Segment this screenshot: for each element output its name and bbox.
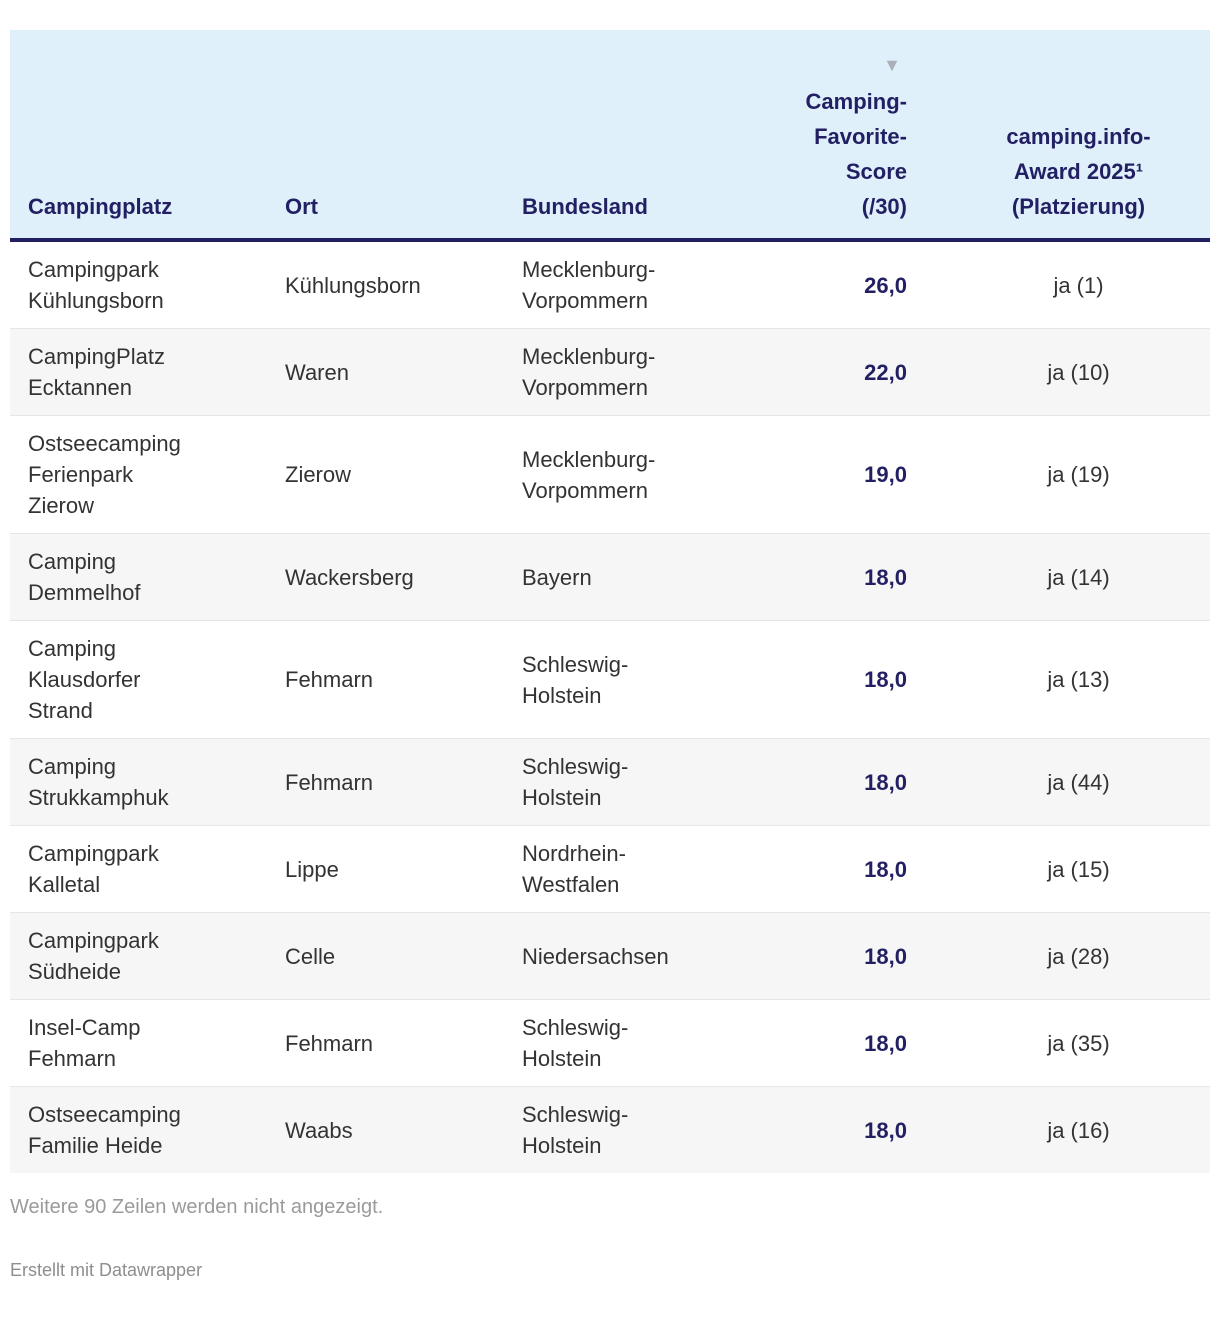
cell-campingplatz: Ostseecamping Ferienpark Zierow xyxy=(10,415,267,534)
cell-bundesland: Schleswig- Holstein xyxy=(504,738,754,826)
cell-ort: Zierow xyxy=(267,415,504,534)
table-row: Camping Klausdorfer Strand Fehmarn Schle… xyxy=(10,620,1210,739)
cell-award: ja (15) xyxy=(927,825,1210,913)
column-header-score[interactable]: ▼ Camping- Favorite- Score (/30) xyxy=(754,30,927,242)
cell-bundesland: Schleswig- Holstein xyxy=(504,999,754,1087)
cell-campingplatz: Campingpark Kalletal xyxy=(10,825,267,913)
cell-award: ja (10) xyxy=(927,328,1210,416)
cell-bundesland: Mecklenburg- Vorpommern xyxy=(522,257,656,313)
cell-score: 18,0 xyxy=(754,825,927,913)
cell-ort: Fehmarn xyxy=(267,620,504,739)
table-row: Ostseecamping Familie Heide Waabs Schles… xyxy=(10,1086,1210,1173)
cell-bundesland: Schleswig- Holstein xyxy=(504,620,754,739)
cell-ort: Waabs xyxy=(267,1086,504,1173)
cell-campingplatz: Camping Strukkamphuk xyxy=(10,738,267,826)
cell-score: 18,0 xyxy=(754,533,927,621)
table-row: Campingpark Südheide Celle Niedersachsen… xyxy=(10,912,1210,1000)
cell-award: ja (35) xyxy=(927,999,1210,1087)
cell-score: 18,0 xyxy=(754,1086,927,1173)
cell-ort: Waren xyxy=(267,328,504,416)
cell-score: 26,0 xyxy=(864,272,907,298)
cell-score: 18,0 xyxy=(754,999,927,1087)
column-header-label: camping.info- Award 2025¹ (Platzierung) xyxy=(1006,124,1151,219)
table-row: Campingpark Kühlungsborn Kühlungsborn Me… xyxy=(10,240,1210,329)
cell-score: 18,0 xyxy=(754,912,927,1000)
table-row: Ostseecamping Ferienpark Zierow Zierow M… xyxy=(10,415,1210,534)
cell-campingplatz: Campingpark Südheide xyxy=(10,912,267,1000)
cell-award: ja (16) xyxy=(927,1086,1210,1173)
cell-campingplatz: Insel-Camp Fehmarn xyxy=(10,999,267,1087)
cell-award: ja (1) xyxy=(1053,272,1104,298)
cell-score: 18,0 xyxy=(754,738,927,826)
column-header-bundesland[interactable]: Bundesland xyxy=(504,30,754,242)
cell-ort: Kühlungsborn xyxy=(285,272,421,298)
cell-ort: Celle xyxy=(267,912,504,1000)
cell-score: 19,0 xyxy=(754,415,927,534)
cell-ort: Fehmarn xyxy=(267,738,504,826)
cell-ort: Lippe xyxy=(267,825,504,913)
camping-table: Campingplatz Ort Bundesland ▼ Camping- F… xyxy=(10,30,1210,1173)
header-row: Campingplatz Ort Bundesland ▼ Camping- F… xyxy=(10,30,1210,242)
table-header: Campingplatz Ort Bundesland ▼ Camping- F… xyxy=(10,30,1210,242)
cell-award: ja (19) xyxy=(927,415,1210,534)
table-widget: Campingplatz Ort Bundesland ▼ Camping- F… xyxy=(10,30,1210,1281)
column-header-ort[interactable]: Ort xyxy=(267,30,504,242)
cell-campingplatz: Camping Demmelhof xyxy=(10,533,267,621)
column-header-label: Camping- Favorite- Score (/30) xyxy=(805,89,907,219)
cell-campingplatz: Ostseecamping Familie Heide xyxy=(10,1086,267,1173)
table-row: Insel-Camp Fehmarn Fehmarn Schleswig- Ho… xyxy=(10,999,1210,1087)
cell-bundesland: Bayern xyxy=(504,533,754,621)
column-header-label: Bundesland xyxy=(522,194,648,219)
cell-ort: Wackersberg xyxy=(267,533,504,621)
column-header-label: Campingplatz xyxy=(28,194,173,219)
cell-bundesland: Mecklenburg- Vorpommern xyxy=(504,415,754,534)
cell-award: ja (44) xyxy=(927,738,1210,826)
table-body: Campingpark Kühlungsborn Kühlungsborn Me… xyxy=(10,240,1210,1173)
cell-campingplatz: CampingPlatz Ecktannen xyxy=(10,328,267,416)
table-row: CampingPlatz Ecktannen Waren Mecklenburg… xyxy=(10,328,1210,416)
column-header-award[interactable]: camping.info- Award 2025¹ (Platzierung) xyxy=(927,30,1210,242)
cell-award: ja (28) xyxy=(927,912,1210,1000)
cell-campingplatz: Campingpark Kühlungsborn xyxy=(28,257,164,313)
cell-award: ja (13) xyxy=(927,620,1210,739)
cell-score: 22,0 xyxy=(754,328,927,416)
cell-ort: Fehmarn xyxy=(267,999,504,1087)
sort-descending-icon: ▼ xyxy=(883,55,901,75)
table-row: Campingpark Kalletal Lippe Nordrhein- We… xyxy=(10,825,1210,913)
cell-award: ja (14) xyxy=(927,533,1210,621)
cell-campingplatz: Camping Klausdorfer Strand xyxy=(10,620,267,739)
cell-score: 18,0 xyxy=(754,620,927,739)
table-row: Camping Strukkamphuk Fehmarn Schleswig- … xyxy=(10,738,1210,826)
table-row: Camping Demmelhof Wackersberg Bayern 18,… xyxy=(10,533,1210,621)
column-header-label: Ort xyxy=(285,194,318,219)
cell-bundesland: Mecklenburg- Vorpommern xyxy=(504,328,754,416)
column-header-campingplatz[interactable]: Campingplatz xyxy=(10,30,267,242)
cell-bundesland: Niedersachsen xyxy=(504,912,754,1000)
cell-bundesland: Schleswig- Holstein xyxy=(504,1086,754,1173)
rows-hidden-note: Weitere 90 Zeilen werden nicht angezeigt… xyxy=(10,1196,384,1218)
datawrapper-credit-link[interactable]: Erstellt mit Datawrapper xyxy=(10,1260,203,1280)
cell-bundesland: Nordrhein- Westfalen xyxy=(504,825,754,913)
